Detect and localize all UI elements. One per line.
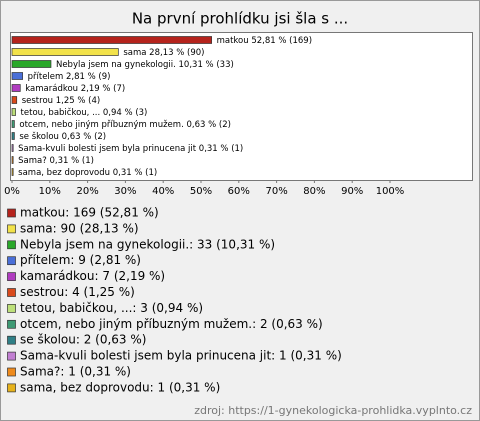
- legend-swatch: [7, 288, 16, 297]
- category-label: sestrou: [22, 96, 53, 106]
- bar: [11, 108, 16, 116]
- bar: [11, 84, 21, 92]
- category-label: sama, bez doprovodu: [18, 168, 110, 178]
- legend-swatch: [7, 383, 16, 393]
- value-label: 0,63 %: [62, 132, 92, 142]
- bar-label: se školou 0,63 % (2): [19, 131, 106, 142]
- count-label: (2): [94, 132, 106, 142]
- x-tick-label: 70%: [265, 186, 287, 197]
- bar: [11, 168, 14, 176]
- count-label: (90): [187, 48, 204, 58]
- bar: [11, 156, 14, 164]
- category-label: sama: [123, 48, 146, 58]
- bar-label: přítelem 2,81 % (9): [28, 72, 111, 82]
- value-label: 52,81 %: [251, 36, 286, 46]
- legend-label: Nebyla jsem na gynekologii.: 33 (10,31 %…: [20, 237, 275, 251]
- legend-label: Sama?: 1 (0,31 %): [20, 365, 131, 379]
- x-tick-label: 10%: [39, 186, 61, 197]
- count-label: (1): [145, 168, 157, 178]
- x-tick-label: 100%: [376, 186, 405, 197]
- x-tick-label: 90%: [341, 186, 363, 197]
- x-tick-label: 60%: [228, 186, 250, 197]
- bar-label: Nebyla jsem na gynekologii. 10,31 % (33): [56, 60, 234, 70]
- bar: [11, 120, 15, 128]
- category-label: kamarádkou: [25, 84, 78, 94]
- count-label: (2): [219, 120, 231, 130]
- count-label: (1): [231, 144, 243, 154]
- bar-label: Sama-kvuli bolesti jsem byla prinucena j…: [18, 144, 243, 154]
- count-label: (169): [289, 36, 312, 46]
- chart-title: Na první prohlídku jsi šla s ...: [132, 10, 348, 28]
- category-label: přítelem: [28, 72, 64, 82]
- legend-label: tetou, babičkou, ...: 3 (0,94 %): [20, 301, 203, 315]
- legend-label: sama: 90 (28,13 %): [20, 221, 139, 235]
- value-label: 2,81 %: [66, 72, 96, 82]
- value-label: 0,31 %: [199, 144, 229, 154]
- bar-label: otcem, nebo jiným příbuzným mužem. 0,63 …: [19, 120, 231, 130]
- value-label: 0,63 %: [186, 120, 216, 130]
- value-label: 0,31 %: [49, 156, 79, 166]
- bar: [11, 48, 119, 56]
- x-tick-label: 50%: [190, 186, 212, 197]
- x-tick-label: 80%: [303, 186, 325, 197]
- bar: [11, 60, 52, 68]
- legend-label: otcem, nebo jiným příbuzným mužem.: 2 (0…: [20, 317, 323, 331]
- bar-label: sestrou 1,25 % (4): [22, 96, 101, 106]
- bar-label: kamarádkou 2,19 % (7): [25, 84, 125, 94]
- count-label: (9): [98, 72, 110, 82]
- bar: [11, 36, 212, 44]
- legend-label: přítelem: 9 (2,81 %): [20, 253, 141, 267]
- category-label: tetou, babičkou, ...: [21, 107, 101, 118]
- count-label: (1): [82, 156, 94, 166]
- category-label: Sama?: [18, 156, 47, 166]
- category-label: Sama-kvuli bolesti jsem byla prinucena j…: [18, 144, 197, 154]
- source: zdroj: https://1-gynekologicka-prohlidka…: [194, 404, 472, 417]
- legend-label: se školou: 2 (0,63 %): [20, 333, 146, 347]
- count-label: (33): [216, 60, 233, 70]
- bar-label: sama, bez doprovodu 0,31 % (1): [18, 168, 157, 178]
- legend-swatch: [7, 319, 16, 329]
- category-label: matkou: [217, 36, 249, 46]
- bar-label: matkou 52,81 % (169): [217, 36, 312, 46]
- bar-label: tetou, babičkou, ... 0,94 % (3): [21, 107, 148, 118]
- count-label: (3): [135, 108, 147, 118]
- x-tick-label: 30%: [114, 186, 136, 197]
- plot-area: [10, 32, 473, 181]
- value-label: 2,19 %: [81, 84, 111, 94]
- bar-label: sama 28,13 % (90): [123, 48, 204, 58]
- category-label: se školou: [19, 131, 59, 142]
- legend-swatch: [7, 240, 16, 250]
- legend-label: sestrou: 4 (1,25 %): [20, 285, 135, 299]
- value-label: 1,25 %: [56, 96, 86, 106]
- bar: [11, 132, 15, 140]
- bar: [11, 144, 14, 152]
- value-label: 0,94 %: [103, 108, 133, 118]
- count-label: (7): [113, 84, 125, 94]
- legend-label: Sama-kvuli bolesti jsem byla prinucena j…: [20, 349, 342, 363]
- legend-swatch: [7, 351, 16, 361]
- legend-swatch: [7, 272, 16, 281]
- value-label: 28,13 %: [149, 48, 184, 58]
- count-label: (4): [88, 96, 100, 106]
- legend-label: sama, bez doprovodu: 1 (0,31 %): [20, 380, 220, 394]
- bar: [11, 72, 23, 80]
- x-tick-label: 40%: [152, 186, 174, 197]
- legend-swatch: [7, 304, 16, 313]
- x-tick-label: 0%: [4, 186, 20, 197]
- x-tick-label: 20%: [76, 186, 98, 197]
- category-label: otcem, nebo jiným příbuzným mužem.: [19, 120, 183, 130]
- legend-label: kamarádkou: 7 (2,19 %): [20, 269, 165, 283]
- legend-swatch: [7, 256, 16, 266]
- legend-swatch: [7, 367, 16, 377]
- value-label: 0,31 %: [113, 168, 143, 178]
- bar-label: Sama? 0,31 % (1): [18, 156, 94, 166]
- category-label: Nebyla jsem na gynekologii.: [56, 60, 176, 70]
- legend-label: matkou: 169 (52,81 %): [20, 206, 159, 220]
- legend-swatch: [7, 224, 16, 234]
- value-label: 10,31 %: [179, 60, 214, 70]
- bar: [11, 96, 18, 104]
- legend-swatch: [7, 208, 16, 218]
- legend-swatch: [7, 335, 16, 345]
